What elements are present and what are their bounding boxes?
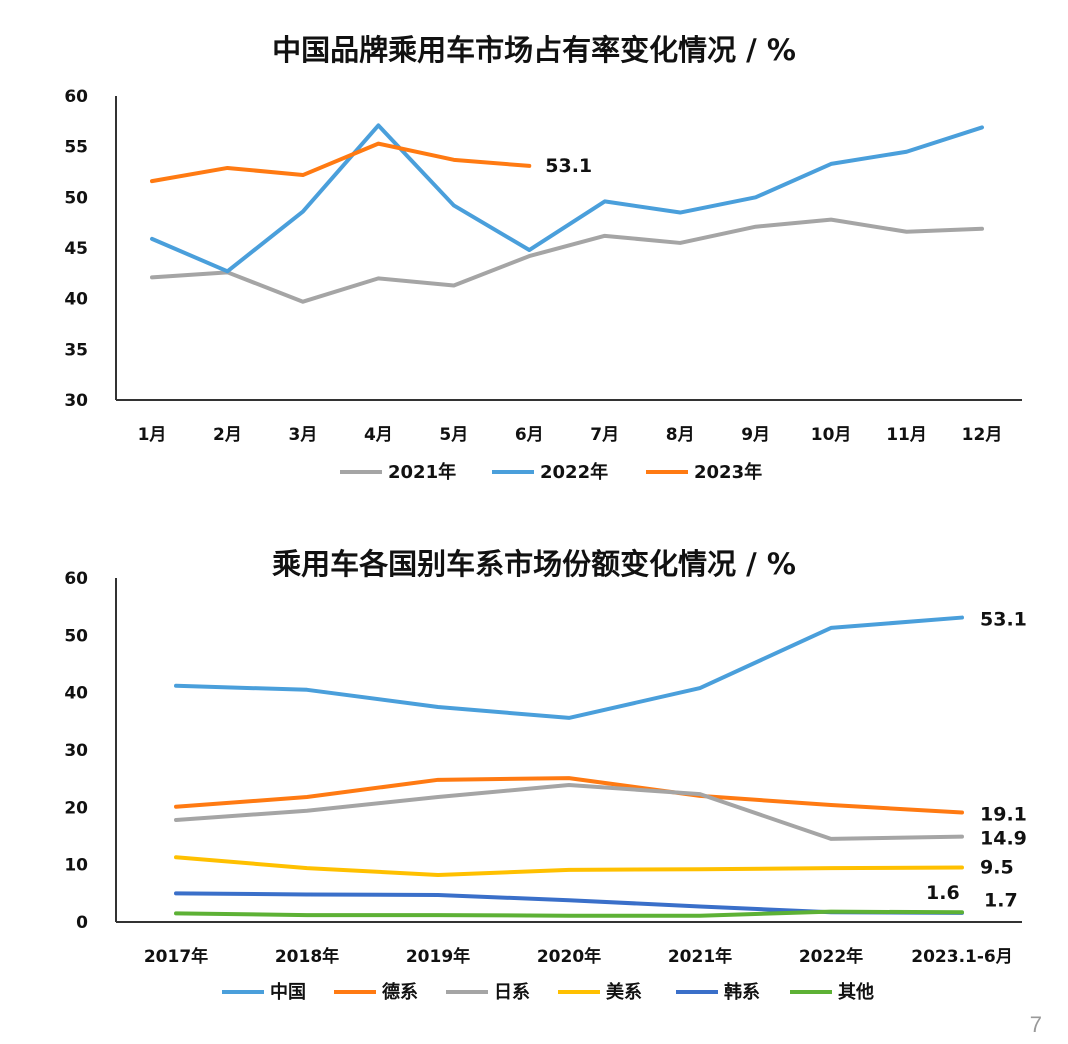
x-tick-label: 6月 [515,425,544,445]
legend-label: 美系 [606,981,642,1003]
data-label: 1.7 [984,889,1018,911]
series-line-美系 [174,855,964,877]
y-tick-label: 10 [64,856,88,876]
x-tick-label: 2020年 [537,946,601,967]
x-tick-label: 3月 [288,425,317,445]
legend-label: 2023年 [694,461,762,483]
chart-title: 乘用车各国别车系市场份额变化情况 / % [272,547,796,581]
y-tick-label: 40 [64,684,88,704]
y-tick-label: 0 [76,913,88,933]
y-tick-label: 35 [64,340,88,360]
series-line-中国 [174,615,964,720]
x-tick-label: 2019年 [406,946,470,967]
x-tick-label: 12月 [962,425,1003,445]
legend-label: 韩系 [724,981,760,1003]
x-tick-label: 8月 [666,425,695,445]
x-tick-label: 2021年 [668,946,732,967]
series-line-2021年 [150,217,984,304]
x-tick-label: 10月 [811,425,852,445]
legend-label: 2022年 [540,461,608,483]
y-tick-label: 55 [64,138,88,158]
y-tick-label: 45 [64,239,88,259]
series-line-其他 [174,909,964,918]
data-label: 14.9 [980,828,1027,850]
chart-1: 中国品牌乘用车市场占有率变化情况 / % 30 35 40 45 50 55 60 1月 2月 3月… [64,33,1022,483]
legend-label: 德系 [382,981,418,1003]
series-line-日系 [174,782,964,841]
y-tick-label: 60 [64,569,88,589]
chart-title: 中国品牌乘用车市场占有率变化情况 / % [272,33,796,67]
series-line-2023年 [150,141,532,184]
legend-label: 日系 [494,982,530,1003]
series-line-德系 [174,776,964,815]
x-tick-label: 9月 [741,425,770,445]
x-tick-label: 2月 [213,425,242,445]
x-tick-label: 2022年 [799,946,863,967]
page-number: 7 [1029,1012,1042,1037]
data-label: 19.1 [980,803,1027,825]
y-tick-label: 50 [64,188,88,208]
y-tick-label: 60 [64,87,88,107]
y-tick-label: 50 [64,626,88,646]
y-tick-label: 40 [64,290,88,310]
legend-label: 2021年 [388,461,456,483]
chart-2: 乘用车各国别车系市场份额变化情况 / % 0 10 20 30 40 50 60 2017年 20… [64,547,1027,1003]
series-line-2022年 [150,123,984,274]
x-tick-label: 2017年 [144,946,208,967]
x-tick-label: 7月 [590,425,619,445]
x-tick-label: 2023.1-6月 [911,947,1013,967]
x-tick-label: 1月 [138,425,167,445]
data-label: 53.1 [545,155,592,177]
x-tick-label: 4月 [364,425,393,445]
x-tick-label: 2018年 [275,946,339,967]
data-label: 9.5 [980,857,1014,879]
legend-label: 中国 [270,981,306,1003]
data-label: 53.1 [980,609,1027,631]
y-tick-label: 30 [64,391,88,411]
y-tick-label: 30 [64,741,88,761]
x-tick-label: 11月 [886,425,927,445]
x-tick-label: 5月 [439,425,468,445]
data-label: 1.6 [926,882,960,904]
legend-label: 其他 [838,981,874,1003]
y-tick-label: 20 [64,798,88,818]
